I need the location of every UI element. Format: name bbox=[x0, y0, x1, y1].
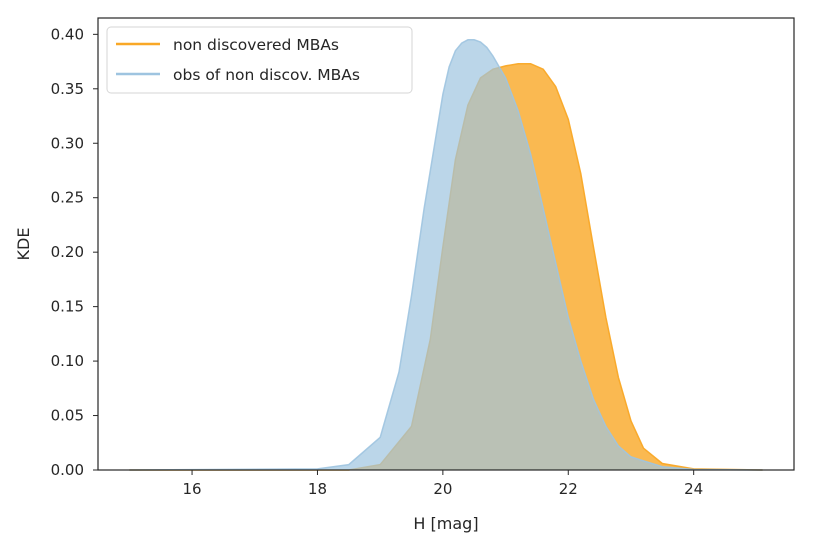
ticks-layer: 16 18 20 22 24 0.00 0.05 0.10 0.15 0.20 0.25 0.30 0.… bbox=[51, 25, 704, 498]
y-tick-label: 0.15 bbox=[51, 298, 84, 316]
x-tick-label: 24 bbox=[684, 480, 703, 498]
x-tick-label: 20 bbox=[433, 480, 452, 498]
y-tick-label: 0.05 bbox=[51, 407, 84, 425]
y-tick-label: 0.40 bbox=[51, 25, 84, 43]
y-tick-label: 0.30 bbox=[51, 134, 84, 152]
plot-frame bbox=[97, 17, 795, 471]
x-axis-label: H [mag] bbox=[413, 514, 478, 533]
series-line-1 bbox=[129, 39, 763, 471]
legend-label-1: obs of non discov. MBAs bbox=[173, 66, 360, 84]
y-tick-label: 0.25 bbox=[51, 189, 84, 207]
legend: non discovered MBAs obs of non discov. M… bbox=[106, 26, 413, 94]
series-area-1 bbox=[129, 39, 763, 471]
y-axis-label: KDE bbox=[14, 228, 33, 261]
legend-label-0: non discovered MBAs bbox=[173, 36, 339, 54]
y-tick-label: 0.20 bbox=[51, 243, 84, 261]
series-layer bbox=[129, 39, 763, 471]
x-tick-label: 18 bbox=[308, 480, 327, 498]
y-tick-label: 0.35 bbox=[51, 80, 84, 98]
y-tick-label: 0.00 bbox=[51, 461, 84, 479]
x-tick-label: 22 bbox=[559, 480, 578, 498]
y-tick-label: 0.10 bbox=[51, 352, 84, 370]
legend-box bbox=[106, 26, 413, 94]
x-tick-label: 16 bbox=[183, 480, 202, 498]
